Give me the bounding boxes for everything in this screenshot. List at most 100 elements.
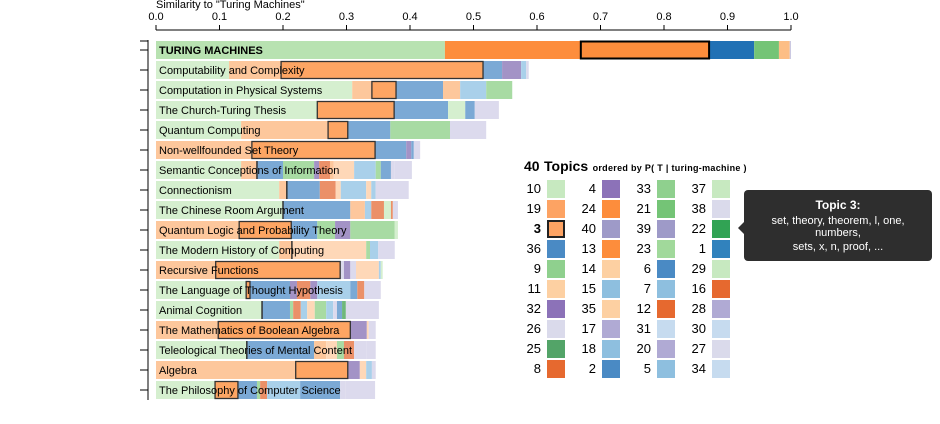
bar-segment[interactable] [394, 221, 398, 239]
legend-item[interactable]: 16 [680, 280, 730, 298]
bar-segment[interactable] [350, 321, 367, 339]
bar-segment[interactable] [156, 361, 296, 379]
bar-segment[interactable] [335, 221, 351, 239]
bar-segment[interactable] [156, 61, 230, 79]
bar-segment[interactable] [293, 301, 301, 319]
bar-segment[interactable] [314, 341, 327, 359]
bar-segment[interactable] [375, 181, 409, 199]
bar-segment[interactable] [283, 201, 351, 219]
highlight-topic-segment[interactable] [251, 140, 376, 160]
highlight-topic-segment[interactable] [214, 380, 239, 400]
legend-item[interactable]: 5 [625, 360, 675, 378]
bar-segment[interactable] [156, 221, 240, 239]
bar-segment[interactable] [156, 141, 252, 159]
legend-item[interactable]: 36 [515, 240, 565, 258]
bar-segment[interactable] [359, 361, 367, 379]
bar-segment[interactable] [354, 341, 357, 359]
bar-segment[interactable] [392, 201, 398, 219]
bar-segment[interactable] [156, 341, 247, 359]
bar-segment[interactable] [156, 381, 216, 399]
bar-segment[interactable] [357, 281, 365, 299]
bar-segment[interactable] [156, 281, 247, 299]
bar-segment[interactable] [340, 381, 346, 399]
bar-segment[interactable] [343, 261, 351, 279]
bar-row[interactable]: Computation in Physical Systems [156, 80, 513, 100]
bar-segment[interactable] [319, 181, 336, 199]
bar-segment[interactable] [378, 241, 395, 259]
legend-item[interactable]: 22 [680, 220, 730, 238]
bar-segment[interactable] [336, 301, 343, 319]
legend-item[interactable]: 10 [515, 180, 565, 198]
bar-segment[interactable] [329, 161, 334, 179]
bar-segment[interactable] [474, 101, 499, 119]
legend-item[interactable]: 4 [570, 180, 620, 198]
bar-segment[interactable] [411, 141, 414, 159]
bar-row[interactable]: The Philosophy of Computer Science [156, 380, 376, 400]
highlight-topic-segment[interactable] [280, 60, 484, 80]
legend-item[interactable]: 1 [680, 240, 730, 258]
bar-segment[interactable] [450, 121, 487, 139]
bar-segment[interactable] [237, 381, 257, 399]
bar-row[interactable]: Computability and Complexity [156, 60, 529, 80]
bar-row[interactable]: Quantum Logic and Probability Theory [156, 220, 398, 240]
bar-segment[interactable] [443, 81, 461, 99]
legend-item[interactable]: 18 [570, 340, 620, 358]
legend-item[interactable]: 40 [570, 220, 620, 238]
bar-segment[interactable] [345, 301, 379, 319]
bar-segment[interactable] [156, 101, 318, 119]
bar-segment[interactable] [406, 141, 412, 159]
bar-segment[interactable] [241, 161, 257, 179]
bar-segment[interactable] [307, 301, 315, 319]
bar-segment[interactable] [156, 241, 280, 259]
bar-segment[interactable] [267, 381, 301, 399]
bar-segment[interactable] [333, 161, 355, 179]
bar-segment[interactable] [366, 361, 372, 379]
bar-segment[interactable] [709, 41, 755, 59]
legend-item[interactable]: 30 [680, 320, 730, 338]
bar-segment[interactable] [390, 121, 451, 139]
bar-segment[interactable] [156, 81, 353, 99]
bar-segment[interactable] [279, 181, 287, 199]
legend-item[interactable]: 19 [515, 200, 565, 218]
legend-item[interactable]: 8 [515, 360, 565, 378]
bar-segment[interactable] [345, 381, 376, 399]
bar-segment[interactable] [366, 241, 370, 259]
legend-item[interactable]: 37 [680, 180, 730, 198]
bar-segment[interactable] [350, 221, 395, 239]
bar-segment[interactable] [366, 341, 376, 359]
highlight-topic-segment[interactable] [327, 120, 349, 140]
bar-row[interactable]: Semantic Conceptions of Information [156, 161, 412, 179]
bar-segment[interactable] [156, 181, 280, 199]
bar-segment[interactable] [229, 61, 282, 79]
legend-item[interactable]: 14 [570, 260, 620, 278]
bar-segment[interactable] [444, 41, 581, 59]
legend-item[interactable]: 35 [570, 300, 620, 318]
bar-segment[interactable] [300, 381, 341, 399]
bar-segment[interactable] [448, 101, 466, 119]
highlight-topic-segment[interactable] [217, 320, 351, 340]
bar-segment[interactable] [460, 81, 487, 99]
bar-segment[interactable] [364, 201, 372, 219]
bar-segment[interactable] [317, 221, 336, 239]
bar-segment[interactable] [310, 281, 318, 299]
bar-segment[interactable] [241, 121, 329, 139]
bar-segment[interactable] [156, 321, 219, 339]
legend-item[interactable]: 25 [515, 340, 565, 358]
bar-row[interactable]: TURING MACHINES [156, 40, 791, 60]
legend-item[interactable]: 15 [570, 280, 620, 298]
legend-item[interactable]: 3 [515, 220, 565, 238]
bar-segment[interactable] [350, 201, 365, 219]
bar-row[interactable]: Quantum Computing [156, 120, 487, 140]
highlight-topic-segment[interactable] [215, 260, 341, 280]
bar-segment[interactable] [366, 321, 369, 339]
bar-segment[interactable] [279, 241, 292, 259]
legend-item[interactable]: 17 [570, 320, 620, 338]
bar-segment[interactable] [342, 301, 346, 319]
bar-segment[interactable] [394, 101, 449, 119]
bar-segment[interactable] [350, 281, 358, 299]
highlight-topic-segment[interactable] [316, 100, 395, 120]
bar-segment[interactable] [383, 201, 391, 219]
bar-segment[interactable] [156, 41, 445, 59]
legend-item[interactable]: 7 [625, 280, 675, 298]
legend-item[interactable]: 9 [515, 260, 565, 278]
